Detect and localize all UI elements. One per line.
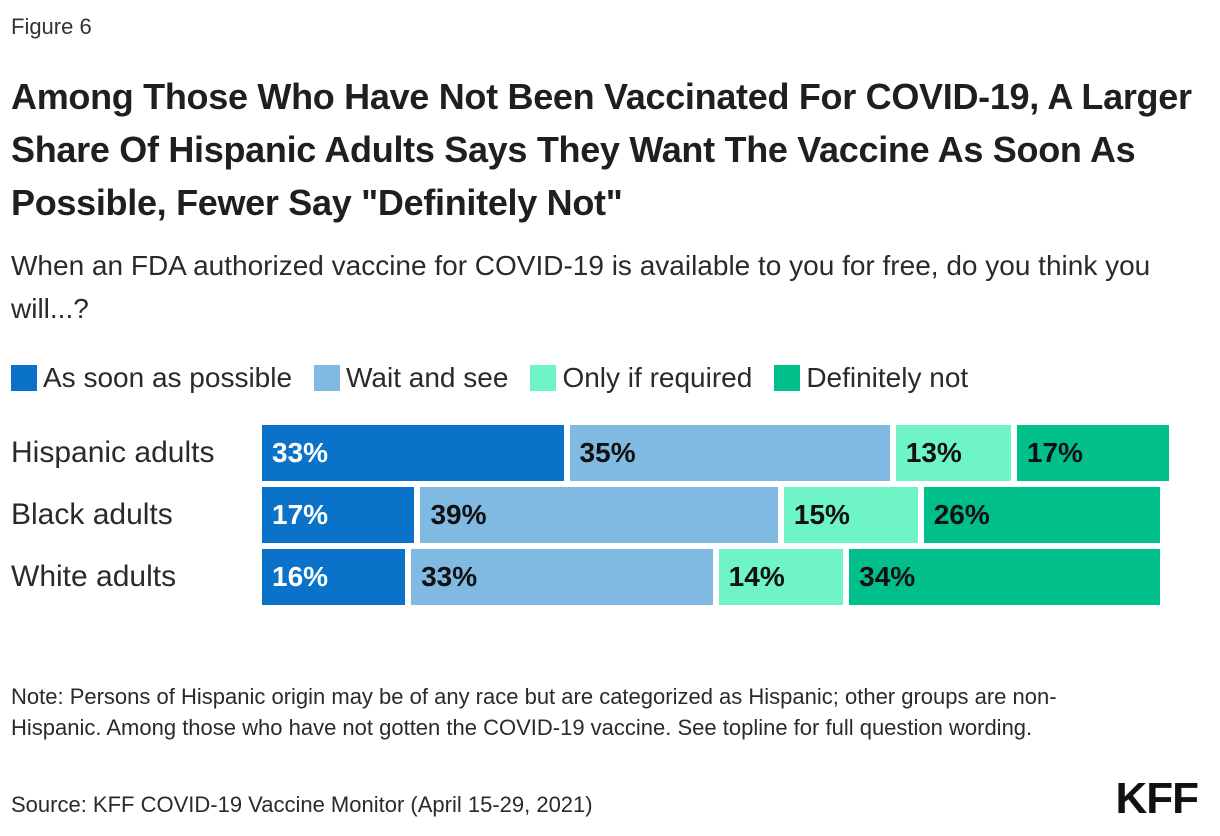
legend-label: As soon as possible	[43, 362, 293, 393]
legend-item-wait-and-see: Wait and see	[314, 362, 508, 394]
legend-swatch	[774, 365, 801, 391]
bar-segment-definitely-not: 26%	[923, 487, 1161, 543]
bar-segment-definitely-not: 34%	[849, 549, 1161, 605]
bar-segment-wait-and-see: 39%	[420, 487, 778, 543]
bar-segment-only-if-required: 15%	[783, 487, 918, 543]
bar-segment-definitely-not: 17%	[1016, 425, 1170, 481]
chart-subtitle: When an FDA authorized vaccine for COVID…	[11, 250, 1151, 324]
data-label: 26%	[933, 499, 990, 530]
data-label: 17%	[1026, 437, 1083, 468]
bar-segment-as-soon-as-possible: 17%	[262, 487, 415, 543]
chart-note: Note: Persons of Hispanic origin may be …	[11, 684, 1057, 740]
bar-row-black-adults: 17% 39% 15% 26%	[262, 487, 1194, 543]
legend-swatch	[314, 365, 341, 391]
data-label: 13%	[905, 437, 962, 468]
data-label: 16%	[272, 561, 329, 592]
bar-segment-wait-and-see: 33%	[411, 549, 713, 605]
data-label: 34%	[859, 561, 916, 592]
data-label: 33%	[272, 437, 329, 468]
chart-title: Among Those Who Have Not Been Vaccinated…	[11, 76, 1192, 223]
data-label: 33%	[421, 561, 478, 592]
bar-segment-as-soon-as-possible: 16%	[262, 549, 406, 605]
category-label-black-adults: Black adults	[11, 498, 173, 531]
kff-logo: KFF	[1115, 774, 1199, 823]
legend-item-as-soon-as-possible: As soon as possible	[11, 362, 292, 394]
legend: As soon as possible Wait and see Only if…	[11, 362, 990, 394]
figure-label: Figure 6	[11, 14, 92, 39]
legend-label: Definitely not	[806, 362, 969, 393]
chart-source: Source: KFF COVID-19 Vaccine Monitor (Ap…	[11, 792, 593, 817]
category-label-white-adults: White adults	[11, 560, 177, 593]
bar-row-white-adults: 16% 33% 14% 34%	[262, 549, 1194, 605]
data-label: 39%	[430, 499, 487, 530]
bar-segment-only-if-required: 14%	[718, 549, 844, 605]
legend-label: Only if required	[562, 362, 753, 393]
bar-segment-only-if-required: 13%	[895, 425, 1011, 481]
bar-segment-as-soon-as-possible: 33%	[262, 425, 564, 481]
data-label: 14%	[728, 561, 785, 592]
legend-item-definitely-not: Definitely not	[774, 362, 968, 394]
data-label: 15%	[793, 499, 850, 530]
legend-swatch	[11, 365, 37, 391]
data-label: 17%	[272, 499, 329, 530]
bar-row-hispanic-adults: 33% 35% 13% 17%	[262, 425, 1194, 481]
category-label-hispanic-adults: Hispanic adults	[11, 436, 215, 469]
legend-swatch	[530, 365, 557, 391]
data-label: 35%	[579, 437, 636, 468]
legend-label: Wait and see	[346, 362, 509, 393]
bar-segment-wait-and-see: 35%	[569, 425, 890, 481]
stacked-bar-chart: Hispanic adults 33% 35% 13% 17% Black adults 1…	[0, 425, 1220, 615]
legend-item-only-if-required: Only if required	[530, 362, 752, 394]
